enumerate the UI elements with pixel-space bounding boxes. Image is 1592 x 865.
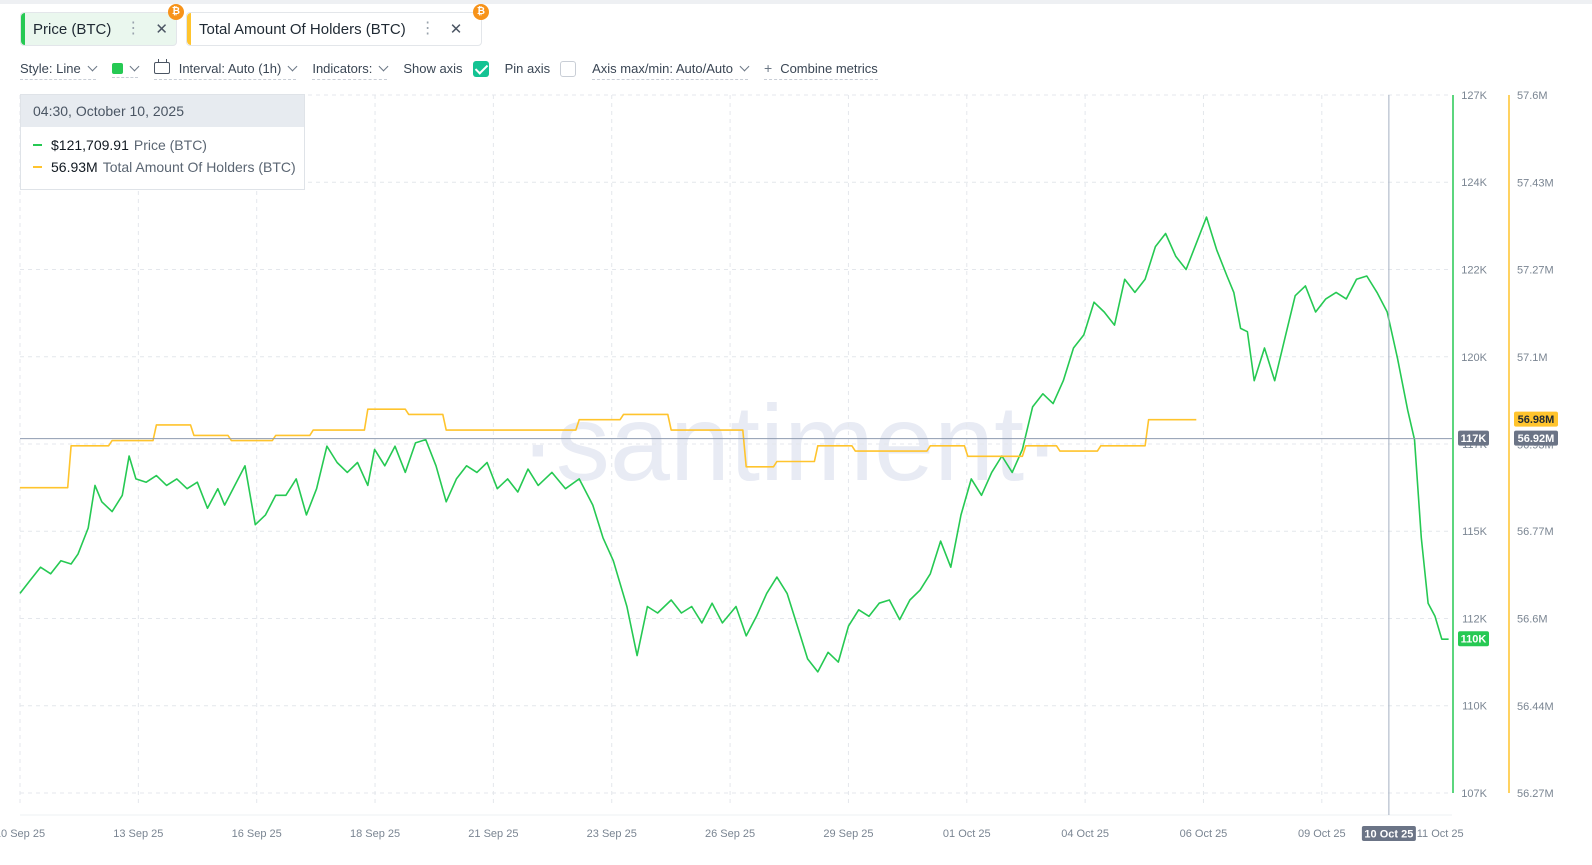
metric-tab-price[interactable]: Price (BTC) ⋮ ✕ ₿ xyxy=(20,4,184,46)
plus-icon: + xyxy=(764,60,773,76)
y-tick-label-right: 56.6M xyxy=(1517,614,1548,626)
y-tick-label-right: 57.27M xyxy=(1517,264,1554,276)
crosshair-right-badge-bg xyxy=(1514,430,1558,446)
y-tick-label-right: 56.44M xyxy=(1517,701,1554,713)
pin-axis-checkbox[interactable] xyxy=(560,60,577,77)
x-tick-label: 23 Sep 25 xyxy=(587,828,637,840)
y-tick-label-left: 122K xyxy=(1461,264,1487,276)
x-tick-label: 21 Sep 25 xyxy=(468,828,518,840)
y-tick-label-left: 112K xyxy=(1462,614,1488,626)
tooltip-holders-name: Total Amount Of Holders (BTC) xyxy=(102,159,296,175)
x-tick-label: 13 Sep 25 xyxy=(113,828,163,840)
metric-color-bar xyxy=(187,13,191,45)
y-tick-label-left: 127K xyxy=(1461,90,1487,102)
x-tick-label: 26 Sep 25 xyxy=(705,828,755,840)
holders-series-line xyxy=(20,408,1197,489)
crosshair-left-badge: 117K xyxy=(1461,433,1487,445)
watermark: ·santiment· xyxy=(520,382,1060,503)
y-tick-label-right: 56.77M xyxy=(1517,526,1554,538)
metric-tab-label: Price (BTC) xyxy=(33,20,112,38)
tooltip-price-value: $121,709.91 xyxy=(51,137,129,153)
x-tick-label: 16 Sep 25 xyxy=(232,828,282,840)
indicators-label: Indicators: xyxy=(312,60,373,76)
bitcoin-icon: ₿ xyxy=(473,4,489,20)
x-tick-label: 09 Oct 25 xyxy=(1298,828,1346,840)
close-icon[interactable]: ✕ xyxy=(155,21,168,38)
crosshair-date-badge-bg xyxy=(1361,826,1416,841)
show-axis-toggle[interactable]: Show axis xyxy=(403,60,489,80)
tooltip-holders-value: 56.93M xyxy=(51,159,98,175)
metric-tab-label: Total Amount Of Holders (BTC) xyxy=(199,20,406,38)
current-holders-badge-bg xyxy=(1514,411,1558,427)
metric-tab-holders[interactable]: Total Amount Of Holders (BTC) ⋮ ✕ ₿ xyxy=(186,4,489,46)
crosshair-left-badge-bg xyxy=(1458,430,1489,446)
color-dropdown[interactable] xyxy=(111,61,140,78)
current-holders-badge: 56.98M xyxy=(1518,414,1555,426)
y-tick-label-right: 57.6M xyxy=(1517,90,1548,102)
x-tick-label: 01 Oct 25 xyxy=(943,828,991,840)
holders-marker xyxy=(33,166,42,168)
chart-series xyxy=(19,216,1449,673)
top-divider xyxy=(0,0,1592,4)
more-options-icon[interactable]: ⋮ xyxy=(125,20,142,37)
tooltip-holders-row: 56.93M Total Amount Of Holders (BTC) xyxy=(21,159,304,175)
axis-maxmin-dropdown[interactable]: Axis max/min: Auto/Auto xyxy=(592,60,750,80)
tooltip-date: 04:30, October 10, 2025 xyxy=(21,95,304,127)
show-axis-label: Show axis xyxy=(403,61,463,76)
x-tick-label: 06 Oct 25 xyxy=(1180,828,1228,840)
y-tick-label-left: 120K xyxy=(1461,352,1487,364)
calendar-icon xyxy=(153,59,170,74)
x-tick-label: 11 Oct 25 xyxy=(1417,828,1464,840)
show-axis-checkbox[interactable] xyxy=(472,60,489,77)
y-tick-label-right: 57.43M xyxy=(1517,177,1554,189)
x-tick-label: 18 Sep 25 xyxy=(350,828,400,840)
chart-toolbar: Style: Line Interval: Auto (1h) Indicato… xyxy=(20,59,894,81)
x-tick-label: 10 Sep 25 xyxy=(0,828,45,840)
more-options-icon[interactable]: ⋮ xyxy=(419,20,436,37)
chart-tooltip: 04:30, October 10, 2025 $121,709.91 Pric… xyxy=(20,94,305,190)
price-series-line xyxy=(19,216,1449,673)
axis-maxmin-label: Axis max/min: Auto/Auto xyxy=(592,60,733,76)
y-tick-label-left: 107K xyxy=(1461,788,1487,800)
metric-color-bar xyxy=(21,13,25,45)
style-dropdown[interactable]: Style: Line xyxy=(20,60,98,80)
y-tick-label-left: 110K xyxy=(1462,701,1488,713)
pin-axis-label: Pin axis xyxy=(504,61,551,76)
combine-metrics-label: Combine metrics xyxy=(780,60,878,76)
interval-dropdown[interactable]: Interval: Auto (1h) xyxy=(153,59,298,80)
crosshair-date-badge: 10 Oct 25 xyxy=(1364,829,1413,841)
style-label: Style: Line xyxy=(20,60,81,76)
x-tick-label: 04 Oct 25 xyxy=(1061,828,1109,840)
y-tick-label-right: 57.1M xyxy=(1517,352,1548,364)
y-tick-label-right: 56.27M xyxy=(1517,788,1554,800)
tooltip-price-name: Price (BTC) xyxy=(133,137,207,153)
x-tick-label: 29 Sep 25 xyxy=(823,828,873,840)
y-tick-label-left: 124K xyxy=(1461,177,1487,189)
tooltip-price-row: $121,709.91 Price (BTC) xyxy=(21,137,304,153)
current-price-badge-bg xyxy=(1458,631,1489,647)
interval-label: Interval: Auto (1h) xyxy=(178,60,282,76)
indicators-dropdown[interactable]: Indicators: xyxy=(312,60,389,80)
pin-axis-toggle[interactable]: Pin axis xyxy=(504,60,577,80)
current-price-badge: 110K xyxy=(1461,634,1487,646)
close-icon[interactable]: ✕ xyxy=(449,21,463,38)
crosshair-right-badge: 56.92M xyxy=(1518,433,1555,445)
bitcoin-icon: ₿ xyxy=(168,4,184,20)
y-tick-label-left: 115K xyxy=(1462,526,1488,538)
color-swatch xyxy=(111,62,123,74)
combine-metrics-button[interactable]: + Combine metrics xyxy=(764,60,878,80)
chart-axes: 127K 124K 122K 120K 117K 115K 112K 110K 107K 57.6… xyxy=(0,90,1558,841)
price-marker xyxy=(33,144,42,146)
